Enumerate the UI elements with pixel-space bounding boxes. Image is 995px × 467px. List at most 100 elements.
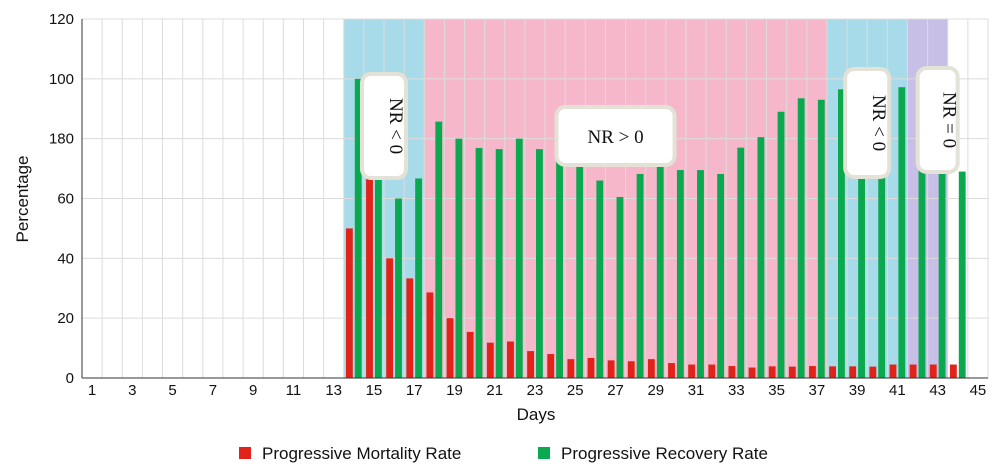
mortality-bar-day-37	[809, 366, 816, 378]
legend-swatch-mortality	[239, 447, 251, 459]
x-tick-label: 5	[168, 382, 176, 399]
mortality-bar-day-24	[547, 354, 555, 378]
y-tick-label: 20	[57, 310, 74, 327]
recovery-bar-day-33	[737, 147, 745, 378]
x-tick-label: 1	[88, 382, 96, 399]
recovery-bar-day-18	[435, 121, 443, 378]
mortality-bar-day-35	[768, 366, 776, 378]
recovery-bar-day-41	[898, 87, 906, 379]
callout-label: NR > 0	[587, 127, 643, 148]
recovery-bar-day-21	[495, 149, 503, 378]
legend-label-mortality: Progressive Mortality Rate	[262, 444, 461, 463]
axes	[81, 19, 988, 379]
callout-3: NR = 0	[915, 66, 960, 174]
callout-0: NR < 0	[360, 72, 408, 180]
mortality-bar-day-21	[486, 342, 494, 378]
mortality-bar-day-20	[466, 331, 474, 378]
callout-box	[554, 105, 677, 167]
mortality-bar-day-25	[567, 359, 575, 378]
callout-box	[915, 66, 960, 174]
mortality-bar-day-31	[688, 364, 696, 378]
bars	[345, 78, 966, 379]
x-tick-label: 7	[209, 382, 217, 399]
mortality-bar-day-23	[527, 351, 534, 378]
mortality-bar-day-40	[869, 366, 877, 378]
y-axis-title: Percentage	[13, 156, 32, 243]
recovery-bar-day-36	[797, 98, 805, 378]
recovery-bar-day-40	[878, 90, 886, 379]
x-tick-label: 15	[366, 382, 383, 399]
x-tick-label: 29	[647, 382, 664, 399]
recovery-bar-day-22	[515, 138, 523, 378]
y-tick-label: 120	[49, 11, 74, 28]
y-tick-label: 180	[49, 131, 74, 148]
callout-label: NR < 0	[385, 98, 406, 154]
recovery-bar-day-44	[958, 171, 966, 378]
recovery-bar-day-20	[475, 147, 483, 378]
recovery-bar-day-25	[576, 153, 584, 378]
mortality-bar-day-34	[748, 367, 756, 378]
x-tick-label: 17	[406, 382, 423, 399]
x-tick-label: 9	[249, 382, 257, 399]
y-tick-label: 100	[49, 71, 74, 88]
x-tick-label: 35	[768, 382, 785, 399]
recovery-bar-day-15	[374, 178, 382, 378]
callout-box	[843, 67, 892, 179]
x-tick-label: 11	[286, 382, 302, 399]
callout-1: NR > 0	[554, 105, 677, 167]
y-tick-label: 40	[57, 250, 74, 267]
y-tick-label: 60	[57, 191, 74, 208]
recovery-bar-day-16	[395, 198, 402, 378]
x-tick-label: 3	[128, 382, 136, 399]
mortality-bar-day-22	[507, 341, 514, 378]
x-tick-label: 13	[325, 382, 342, 399]
mortality-bar-day-26	[587, 357, 595, 378]
legend-label-recovery: Progressive Recovery Rate	[561, 444, 768, 463]
legend-swatch-recovery	[538, 447, 550, 459]
mortality-bar-day-16	[386, 258, 394, 378]
legend: Progressive Mortality Rate Progressive R…	[239, 444, 768, 463]
mortality-bar-day-43	[929, 364, 937, 378]
mortality-bar-day-42	[909, 364, 917, 378]
recovery-bar-day-29	[656, 153, 664, 378]
mortality-bar-day-28	[627, 361, 635, 378]
x-tick-label: 43	[929, 382, 946, 399]
x-tick-label: 31	[688, 382, 705, 399]
x-tick-label: 45	[970, 382, 987, 399]
recovery-bar-day-35	[777, 111, 785, 378]
recovery-bar-day-17	[415, 178, 423, 378]
recovery-bar-day-19	[455, 138, 463, 378]
mortality-bar-day-30	[668, 363, 675, 378]
callout-box	[360, 72, 408, 180]
callout-2: NR < 0	[843, 67, 892, 179]
x-tick-label: 33	[728, 382, 745, 399]
mortality-bar-day-27	[607, 360, 615, 378]
recovery-bar-day-24	[556, 140, 563, 378]
x-tick-label: 25	[567, 382, 584, 399]
y-tick-labels: 0 20 40 60 180 100 120	[49, 11, 74, 387]
callout-label: NR < 0	[868, 95, 889, 151]
y-tick-label: 0	[66, 370, 74, 387]
x-tick-label: 41	[889, 382, 906, 399]
mortality-bar-day-33	[728, 366, 736, 378]
recovery-bar-day-27	[616, 197, 624, 378]
mortality-bar-day-38	[829, 366, 836, 378]
x-tick-label: 39	[849, 382, 866, 399]
x-tick-label: 23	[527, 382, 544, 399]
x-tick-labels: 1 3 5 7 9 11 13 15 17 19 21 23 25 27 29 31 33 35 37 39 41 43 4…	[88, 382, 986, 399]
mortality-bar-day-39	[849, 366, 857, 378]
recovery-bar-day-28	[636, 173, 644, 378]
mortality-bar-day-32	[708, 364, 716, 378]
mortality-bar-day-15	[366, 178, 373, 378]
recovery-bar-day-23	[536, 149, 543, 378]
region-callouts: NR < 0 NR > 0 NR < 0 NR = 0	[360, 66, 960, 180]
recovery-bar-day-39	[858, 90, 865, 379]
callout-label: NR = 0	[939, 92, 960, 148]
x-tick-label: 19	[446, 382, 463, 399]
recovery-bar-day-42	[918, 90, 926, 379]
recovery-bar-day-32	[717, 173, 725, 378]
recovery-bar-day-31	[697, 170, 704, 378]
recovery-bar-day-34	[757, 137, 765, 378]
mortality-bar-day-29	[647, 359, 655, 378]
